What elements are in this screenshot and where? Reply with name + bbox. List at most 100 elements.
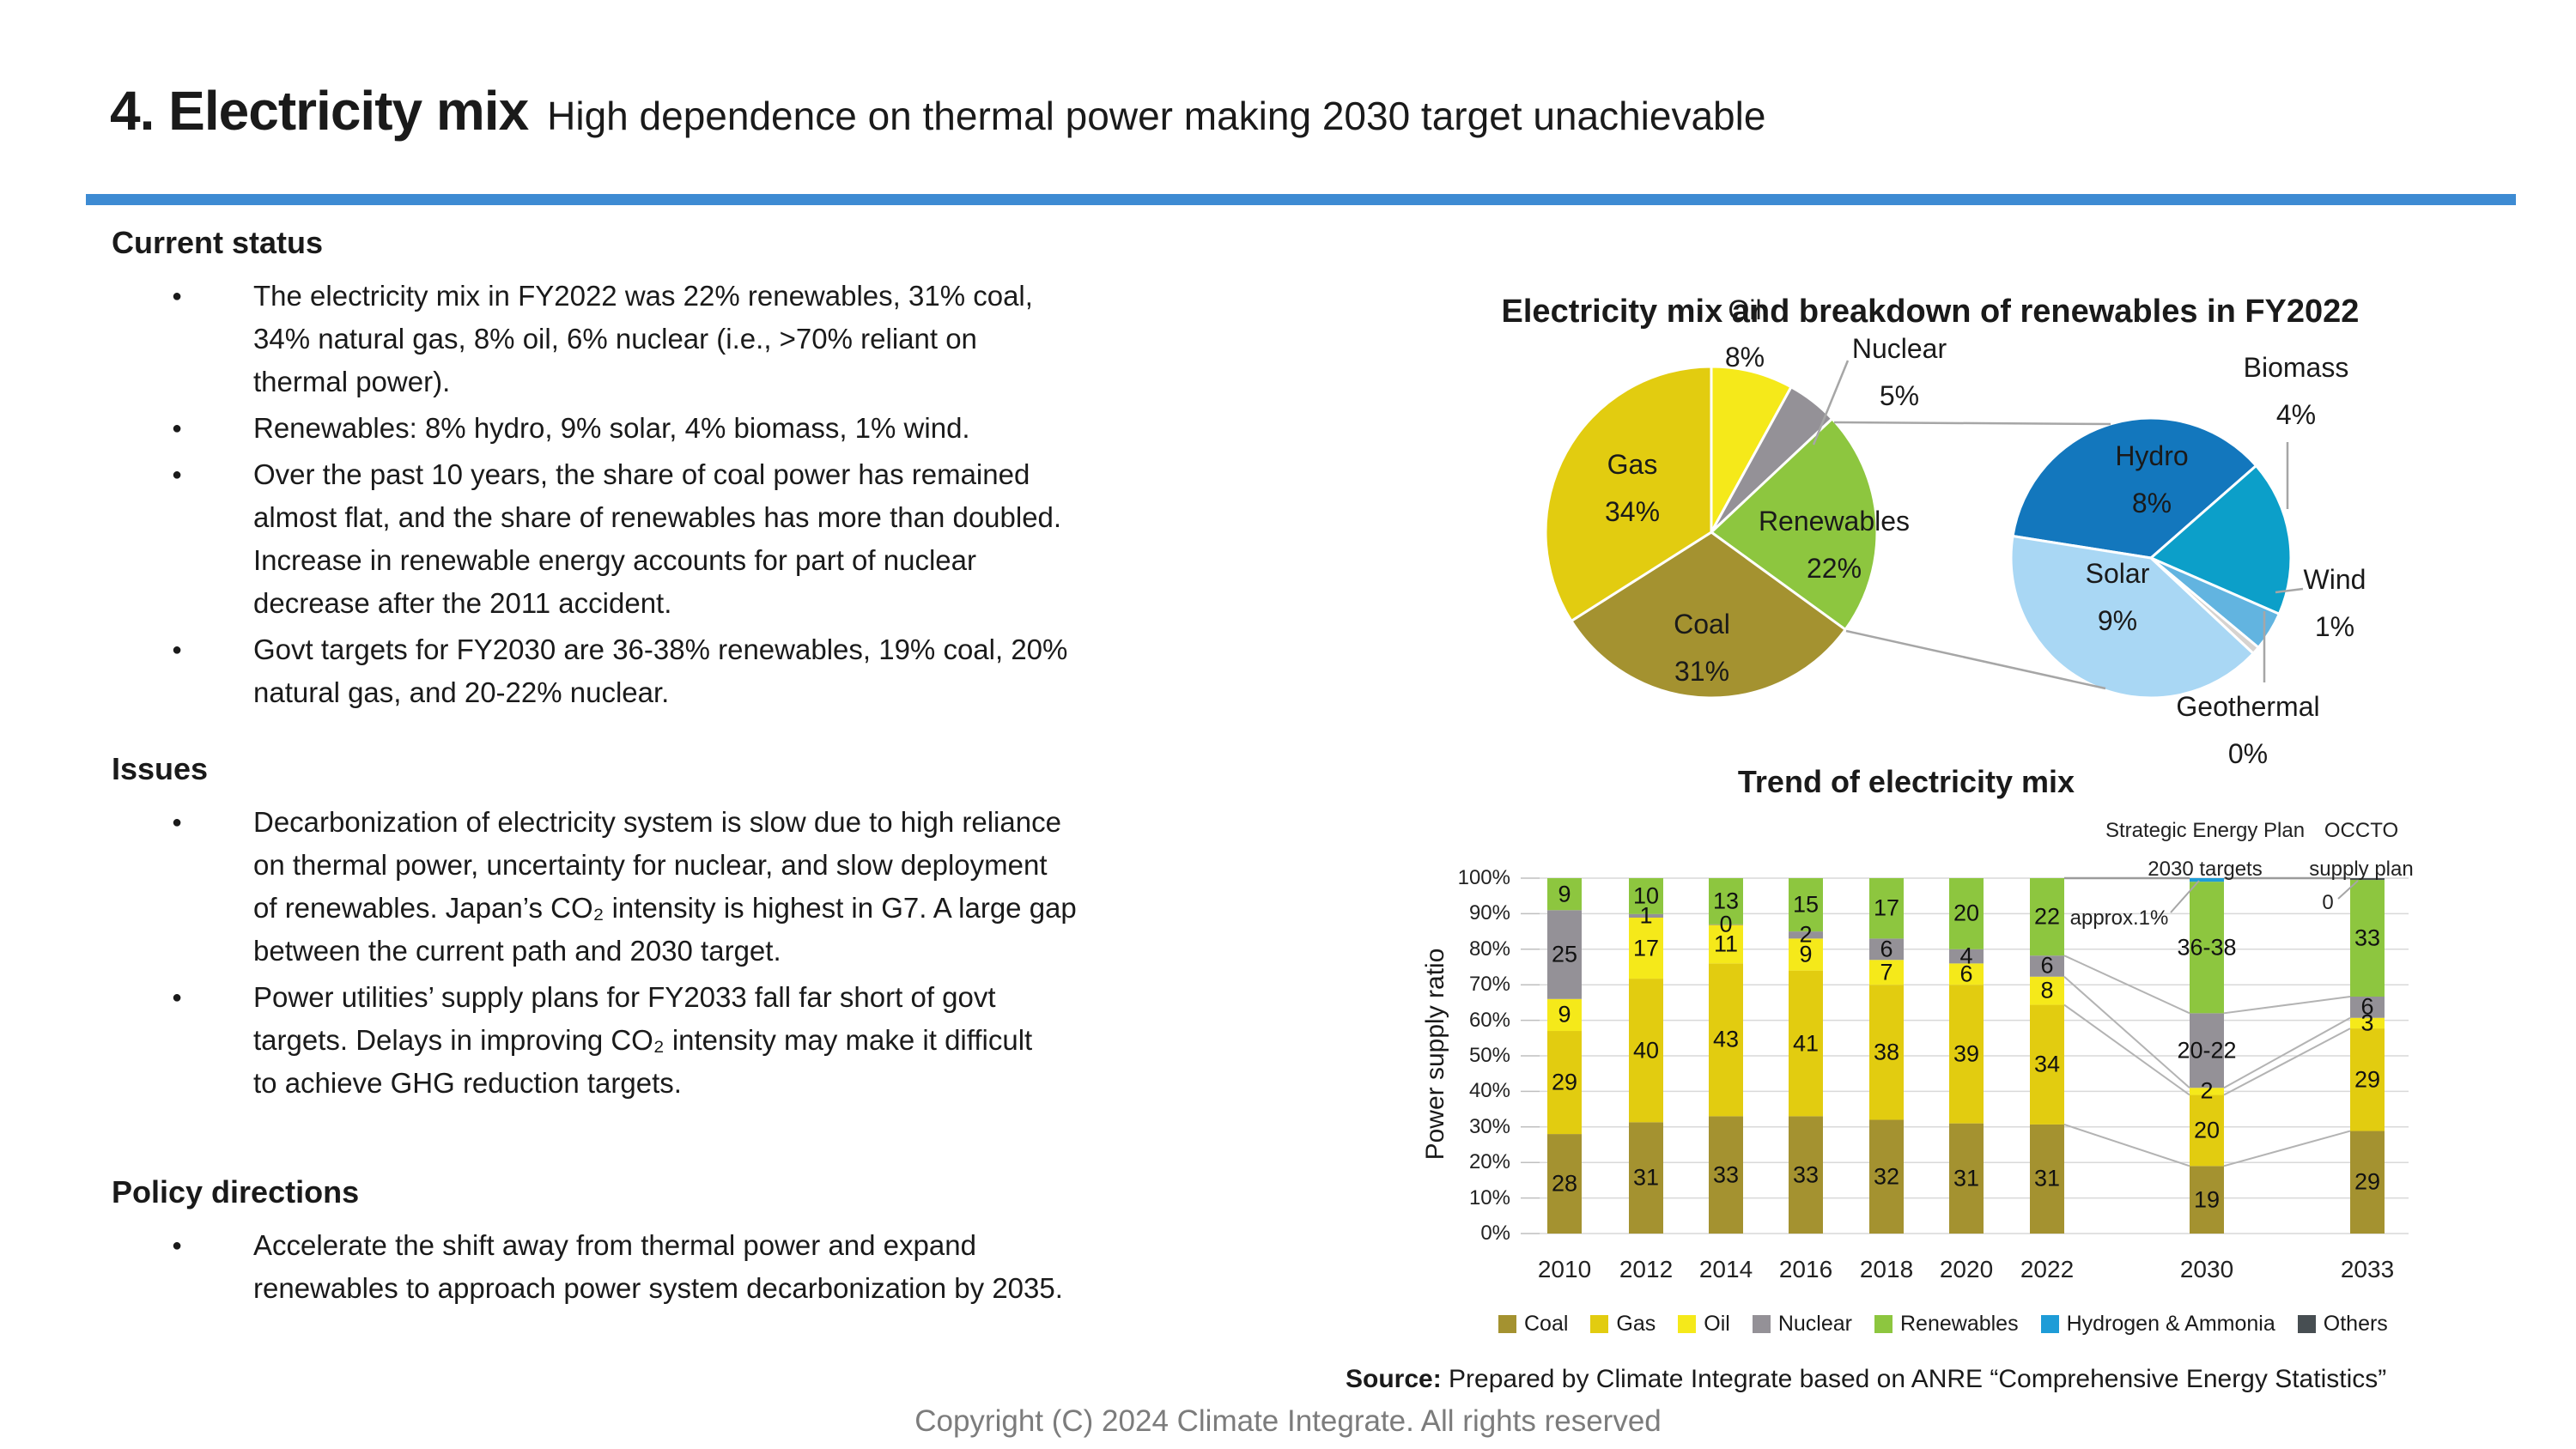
bar-segment-2030-coal xyxy=(2190,1166,2224,1234)
bullet-text: The electricity mix in FY2022 was 22% re… xyxy=(253,280,1033,397)
bar-segment-2016-gas xyxy=(1789,970,1823,1117)
bar-segment-2030-renewables xyxy=(2190,882,2224,1014)
pie-slice-oil xyxy=(1710,365,1793,534)
bar-segment-2012-gas xyxy=(1629,979,1663,1123)
policy-directions-list: Accelerate the shift away from thermal p… xyxy=(112,1224,1331,1310)
legend-label: Nuclear xyxy=(1777,1312,1852,1336)
bar-segment-2022-nuclear xyxy=(2030,955,2064,977)
pie-slice-biomass xyxy=(2149,464,2293,615)
legend-item-oil: Oil xyxy=(1678,1312,1730,1337)
legend-item-renewables: Renewables xyxy=(1874,1312,2019,1337)
pie-slice-renewables xyxy=(1710,417,1879,631)
legend-label: Coal xyxy=(1524,1312,1569,1336)
connector-line xyxy=(2223,996,2351,1015)
legend-item-others: Others xyxy=(2297,1312,2388,1337)
connector-line xyxy=(2063,976,2190,1089)
source-text: Prepared by Climate Integrate based on A… xyxy=(1441,1365,2387,1393)
bar-segment-2016-renewables xyxy=(1789,878,1823,932)
legend-label: Hydrogen & Ammonia xyxy=(2066,1312,2275,1336)
annotation-line-0 xyxy=(2170,880,2200,913)
bar-segment-2012-renewables xyxy=(1629,878,1663,914)
legend-swatch-others xyxy=(2297,1315,2316,1333)
bar-segment-2033-coal xyxy=(2350,1131,2385,1234)
legend-item-coal: Coal xyxy=(1498,1312,1568,1337)
section-current-status: Current status The electricity mix in FY… xyxy=(112,225,1331,718)
legend-swatch-oil xyxy=(1678,1315,1697,1333)
pie-link-lower-line xyxy=(1845,629,2106,690)
legend-label: Oil xyxy=(1704,1312,1730,1336)
list-item: The electricity mix in FY2022 was 22% re… xyxy=(112,275,1331,403)
connector-line xyxy=(2063,955,2190,1015)
bar-segment-2030-hydrogen_ammonia xyxy=(2190,878,2224,882)
pie-link-upper-line xyxy=(1833,421,2111,426)
legend-item-hydrogen_ammonia: Hydrogen & Ammonia xyxy=(2040,1312,2275,1337)
bar-segment-2012-coal xyxy=(1629,1122,1663,1234)
list-item: Over the past 10 years, the share of coa… xyxy=(112,453,1331,625)
legend-label: Others xyxy=(2323,1312,2388,1336)
bar-segment-2020-renewables xyxy=(1949,878,1984,949)
pie-slice-coal xyxy=(1570,530,1847,700)
trend-chart-title: Trend of electricity mix xyxy=(1737,764,2075,799)
bar-segment-2018-renewables xyxy=(1869,878,1904,939)
bullet-text: Over the past 10 years, the share of coa… xyxy=(253,458,1062,619)
current-status-list: The electricity mix in FY2022 was 22% re… xyxy=(112,275,1331,714)
list-item: Accelerate the shift away from thermal p… xyxy=(112,1224,1331,1310)
nuclear-callout-line xyxy=(1812,360,1850,446)
legend-swatch-coal xyxy=(1498,1315,1516,1333)
connector-line xyxy=(2223,1028,2351,1096)
bar-segment-2022-coal xyxy=(2030,1124,2064,1234)
section-issues: Issues Decarbonization of electricity sy… xyxy=(112,751,1331,1108)
bar-segment-2010-renewables xyxy=(1547,878,1582,911)
bar-segment-2022-renewables xyxy=(2030,878,2064,956)
bar-segment-2016-nuclear xyxy=(1789,931,1823,939)
pie-chart-title: Electricity mix and breakdown of renewab… xyxy=(1501,294,2360,330)
list-item: Renewables: 8% hydro, 9% solar, 4% bioma… xyxy=(112,407,1331,450)
connector-line xyxy=(2063,1123,2190,1167)
legend-label: Gas xyxy=(1616,1312,1656,1336)
bar-segment-2014-coal xyxy=(1709,1116,1743,1234)
y-axis-label: Power supply ratio xyxy=(1421,948,1449,1161)
bullet-text: Decarbonization of electricity system is… xyxy=(253,806,1077,967)
connector-line xyxy=(2063,1003,2190,1096)
bar-segment-2010-coal xyxy=(1547,1134,1582,1234)
bar-segment-2033-others xyxy=(2350,878,2385,881)
bar-segment-2018-nuclear xyxy=(1869,938,1904,961)
legend-swatch-gas xyxy=(1590,1315,1609,1333)
bar-segment-2018-gas xyxy=(1869,985,1904,1120)
legend-swatch-renewables xyxy=(1874,1315,1893,1333)
bar-segment-2010-gas xyxy=(1547,1031,1582,1135)
bar-segment-2010-oil xyxy=(1547,998,1582,1032)
bar-segment-2014-gas xyxy=(1709,963,1743,1117)
bar-segment-2014-oil xyxy=(1709,924,1743,964)
bullet-text: Accelerate the shift away from thermal p… xyxy=(253,1229,1063,1304)
legend-swatch-hydrogen_ammonia xyxy=(2040,1315,2059,1333)
section-policy-directions: Policy directions Accelerate the shift a… xyxy=(112,1174,1331,1313)
bar-segment-2030-nuclear xyxy=(2190,1013,2224,1088)
bar-segment-2012-nuclear xyxy=(1629,913,1663,918)
bar-segment-2033-gas xyxy=(2350,1028,2385,1131)
legend-swatch-nuclear xyxy=(1752,1315,1771,1333)
bar-segment-2016-coal xyxy=(1789,1116,1823,1234)
source-note: Source: Prepared by Climate Integrate ba… xyxy=(1346,1365,2386,1394)
bullet-text: Power utilities’ supply plans for FY2033… xyxy=(253,981,1033,1099)
legend-item-nuclear: Nuclear xyxy=(1752,1312,1852,1337)
bullet-text: Govt targets for FY2030 are 36-38% renew… xyxy=(253,634,1068,708)
section-heading-policy-directions: Policy directions xyxy=(112,1174,360,1210)
page-subtitle: High dependence on thermal power making … xyxy=(547,94,1766,138)
pie-slice-gas xyxy=(1544,365,1713,622)
bar-segment-2020-gas xyxy=(1949,985,1984,1124)
connector-line xyxy=(2223,1130,2351,1167)
bar-segment-2012-oil xyxy=(1629,918,1663,979)
bar-segment-2018-oil xyxy=(1869,960,1904,985)
bar-segment-2033-renewables xyxy=(2350,880,2385,997)
bar-segment-2018-coal xyxy=(1869,1119,1904,1234)
page-title: 4. Electricity mix xyxy=(110,80,529,142)
issues-list: Decarbonization of electricity system is… xyxy=(112,801,1331,1105)
legend-label: Renewables xyxy=(1900,1312,2019,1336)
bar-segment-2022-oil xyxy=(2030,976,2064,1005)
legend-item-gas: Gas xyxy=(1590,1312,1656,1337)
header-accent-rule xyxy=(86,194,2516,205)
section-heading-current-status: Current status xyxy=(112,225,324,260)
list-item: Decarbonization of electricity system is… xyxy=(112,801,1331,973)
